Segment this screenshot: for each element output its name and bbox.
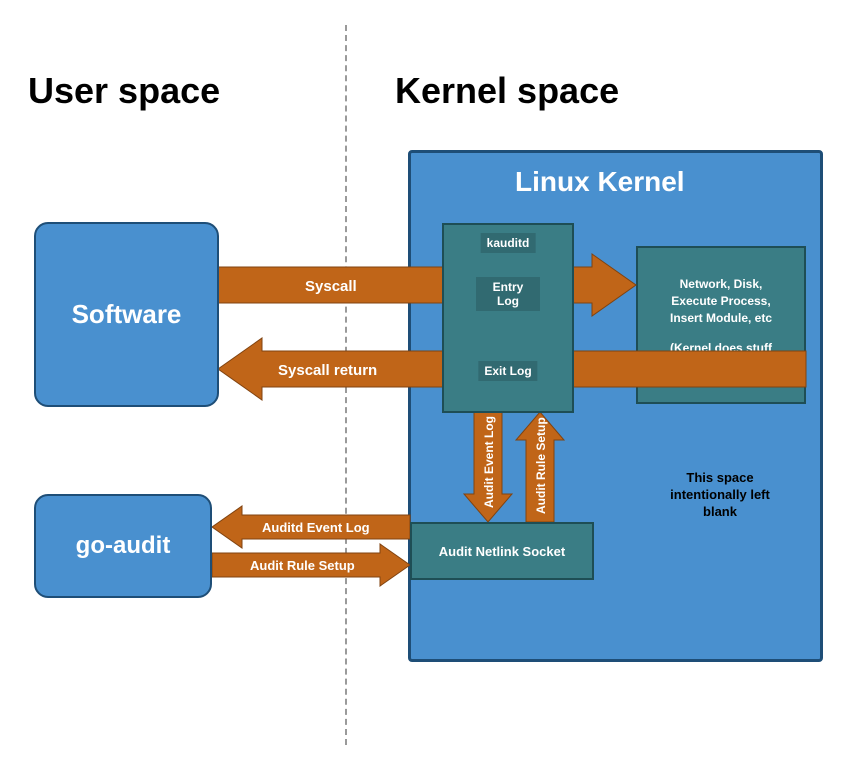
auditd-event-log-arrow: Auditd Event Log	[212, 506, 410, 548]
entry-log-label: Entry Log	[476, 277, 540, 311]
auditd-event-log-arrow-label: Auditd Event Log	[262, 520, 370, 535]
exit-log-label: Exit Log	[478, 361, 537, 381]
software-label: Software	[72, 299, 182, 330]
kauditd-label: kauditd	[481, 233, 536, 253]
software-box: Software	[34, 222, 219, 407]
kauditd-box: kauditd Entry Log Exit Log	[442, 223, 574, 413]
audit-rule-setup-up-arrow: Audit Rule Setup	[516, 412, 564, 522]
syscall-arrow-label: Syscall	[305, 278, 357, 295]
audit-rule-setup-up-label: Audit Rule Setup	[534, 417, 548, 514]
syscall-return-arrow-label: Syscall return	[278, 362, 377, 379]
go-audit-box: go-audit	[34, 494, 212, 598]
go-audit-label: go-audit	[76, 532, 171, 560]
audit-event-log-down-label: Audit Event Log	[482, 416, 496, 508]
audit-event-log-down-arrow: Audit Event Log	[464, 412, 512, 522]
audit-rule-setup-arrow-label: Audit Rule Setup	[250, 558, 355, 573]
audit-netlink-socket-label: Audit Netlink Socket	[439, 544, 565, 559]
audit-rule-setup-arrow: Audit Rule Setup	[212, 544, 410, 586]
audit-netlink-socket-box: Audit Netlink Socket	[410, 522, 594, 580]
